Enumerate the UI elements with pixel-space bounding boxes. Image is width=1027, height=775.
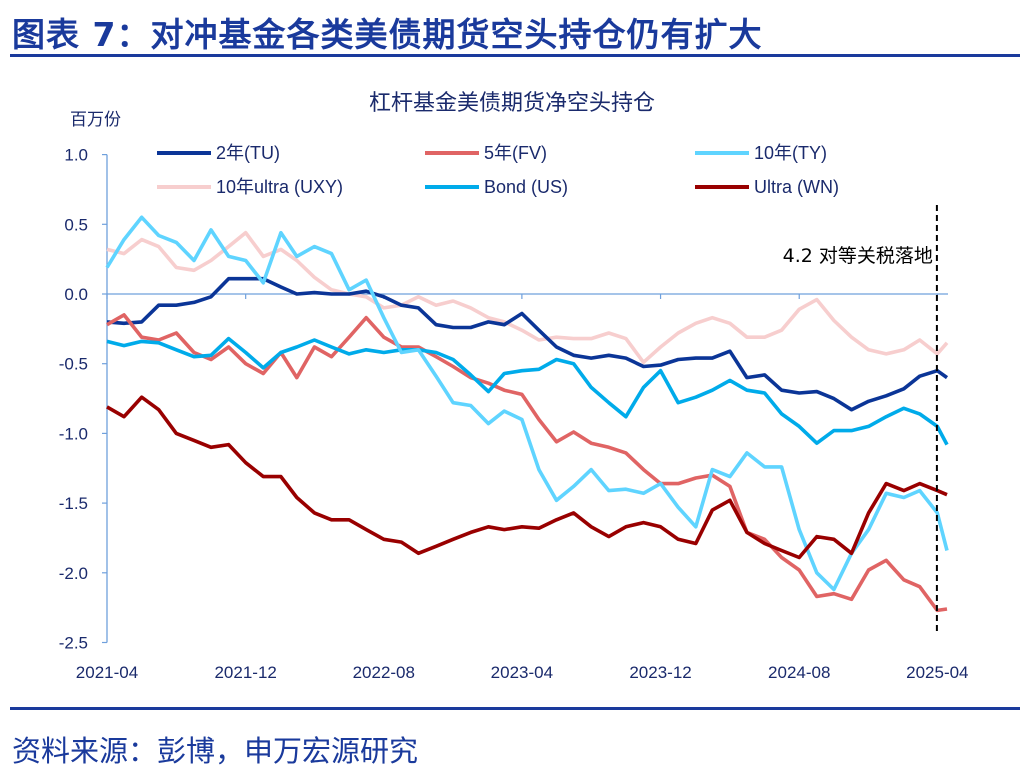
x-tick-label: 2025-04 [906,663,968,682]
legend-label-2: 10年(TY) [754,143,827,163]
legend-label-3: 10年ultra (UXY) [216,177,343,197]
source-rule [10,707,1020,710]
y-tick-label: -0.5 [59,355,88,374]
x-tick-label: 2021-04 [76,663,138,682]
x-tick-label: 2024-08 [768,663,830,682]
y-tick-label: 0.0 [64,285,88,304]
series-line-3 [106,230,949,365]
series-line-2 [105,215,949,592]
y-tick-label: -2.5 [59,634,88,653]
legend-label-1: 5年(FV) [484,143,547,163]
figure-title: 图表 7：对冲基金各类美债期货空头持仓仍有扩大 [12,15,763,54]
y-tick-label: -1.5 [59,494,88,513]
legend-label-4: Bond (US) [484,177,568,197]
chart-title: 杠杆基金美债期货净空头持仓 [369,91,655,116]
series-line-4 [106,336,949,446]
series-line-5 [106,395,948,560]
title-rule [10,54,1020,57]
x-tick-label: 2023-04 [491,663,553,682]
y-tick-label: -2.0 [59,564,88,583]
annotation-label: 4.2 对等关税落地 [783,245,933,267]
series-line-0 [106,276,949,412]
y-tick-label: -1.0 [59,424,88,443]
x-tick-label: 2023-12 [629,663,691,682]
legend-label-0: 2年(TU) [216,143,280,163]
y-tick-label: 1.0 [64,146,88,165]
source-note: 资料来源：彭博，申万宏源研究 [12,734,419,768]
legend-label-5: Ultra (WN) [754,177,839,197]
x-tick-label: 2022-08 [353,663,415,682]
y-axis-unit: 百万份 [70,110,121,130]
y-tick-label: 0.5 [64,215,88,234]
series-line-1 [106,313,948,613]
x-tick-label: 2021-12 [214,663,276,682]
